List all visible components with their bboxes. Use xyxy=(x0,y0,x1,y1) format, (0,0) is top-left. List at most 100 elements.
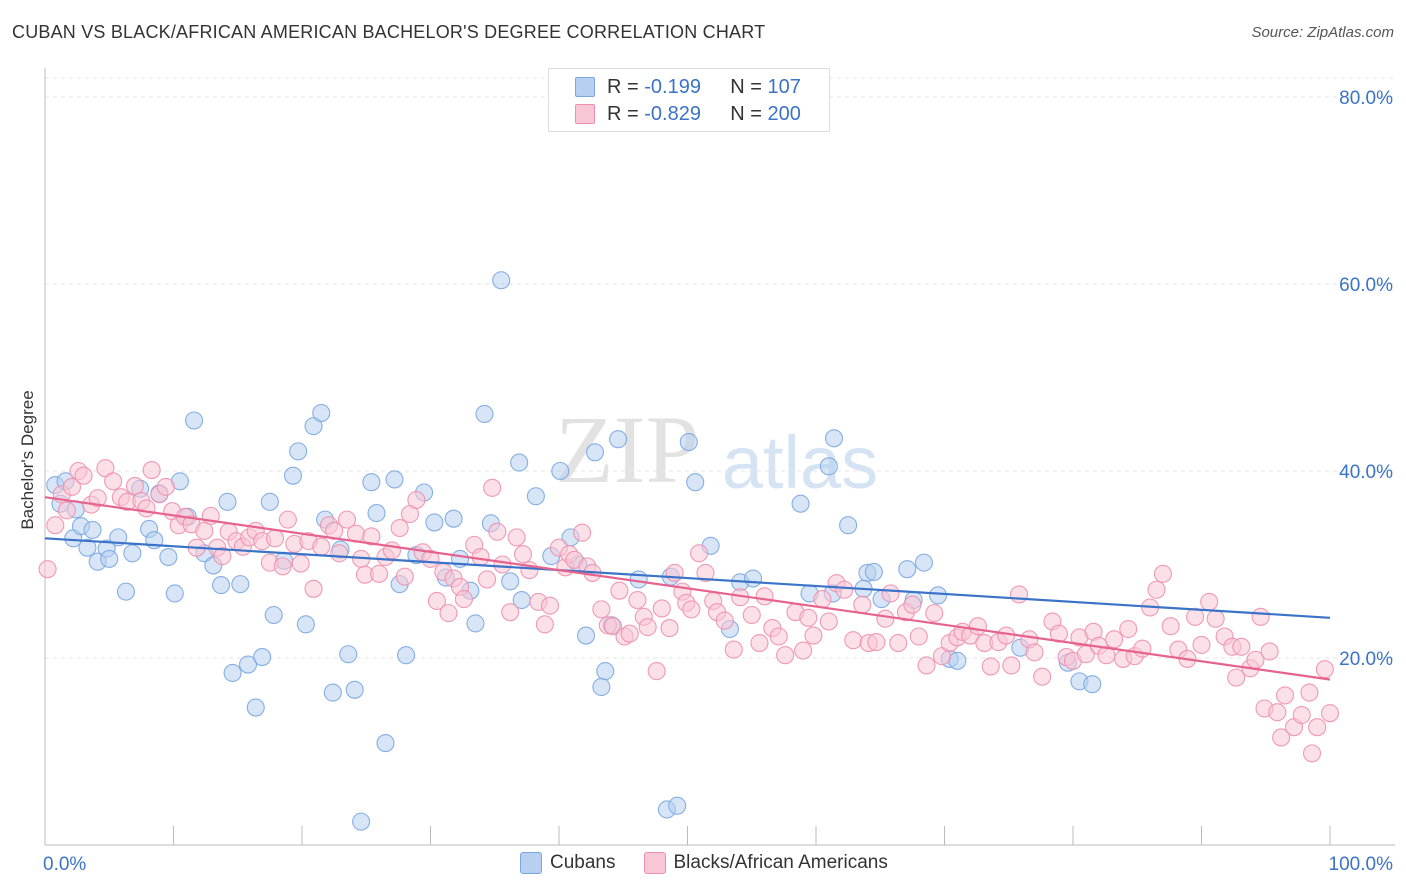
cubans-point xyxy=(223,663,242,683)
cubans-point xyxy=(362,473,381,492)
cubans-point xyxy=(339,645,358,664)
cubans-point xyxy=(929,586,948,605)
y-tick-label: 40.0% xyxy=(1339,462,1393,483)
blacks-point xyxy=(142,461,161,480)
cubans-point xyxy=(596,662,615,681)
blacks-point xyxy=(1300,683,1319,702)
blacks-point xyxy=(968,617,987,636)
blacks-point xyxy=(195,521,214,540)
legend-r-value: -0.829 xyxy=(644,102,701,125)
cubans-point xyxy=(159,547,178,567)
cubans-point xyxy=(585,443,605,462)
cubans-point xyxy=(526,487,545,506)
cubans-point xyxy=(492,271,511,290)
blacks-point xyxy=(1002,656,1021,675)
blacks-point xyxy=(819,612,838,631)
cubans-point xyxy=(609,430,628,449)
legend-row-cubans: R = -0.199 N = 107 xyxy=(575,75,801,99)
cubans-point xyxy=(78,538,97,557)
blacks-point xyxy=(137,499,156,518)
axes xyxy=(44,68,1395,846)
blacks-point xyxy=(1200,592,1219,611)
blacks-point xyxy=(696,563,715,582)
cubans-point xyxy=(123,544,142,563)
blacks-point xyxy=(1227,668,1246,687)
blacks-point xyxy=(454,590,473,609)
cubans-point xyxy=(116,582,136,601)
stats-legend: R = -0.199 N = 107 R = -0.829 N = 200 xyxy=(548,68,830,132)
blacks-point xyxy=(925,604,944,623)
cubans-point xyxy=(238,655,258,674)
cubans-point xyxy=(425,513,444,532)
blacks-point xyxy=(997,626,1016,645)
blacks-point xyxy=(690,544,709,563)
blacks-point xyxy=(493,555,512,574)
blacks-point xyxy=(835,580,854,599)
cubans-point xyxy=(743,569,763,588)
blacks-point xyxy=(1009,585,1029,604)
blacks-point xyxy=(125,476,144,496)
blacks-point xyxy=(57,501,76,520)
blacks-point xyxy=(1025,643,1044,662)
blacks-point xyxy=(62,477,82,496)
trend-lines xyxy=(44,496,1331,681)
cubans-point xyxy=(376,734,395,753)
blacks-point xyxy=(104,472,123,491)
x-tick-label-min: 0.0% xyxy=(43,854,86,875)
blacks-point xyxy=(1119,619,1138,639)
cubans-point xyxy=(551,461,570,481)
blacks-point xyxy=(535,615,554,634)
blacks-point xyxy=(407,490,426,510)
series-legend: Cubans Blacks/African Americans xyxy=(520,852,916,874)
cubans-point xyxy=(345,680,364,699)
cubans-point xyxy=(397,646,416,665)
blacks-point xyxy=(156,477,175,496)
blacks-point xyxy=(889,633,908,653)
blacks-point xyxy=(903,595,922,614)
blacks-point xyxy=(750,633,769,653)
blacks-point xyxy=(769,627,788,646)
blacks-point xyxy=(291,554,310,573)
cubans-point xyxy=(260,492,279,511)
legend-r-label: R = xyxy=(607,102,645,125)
blacks-point xyxy=(682,600,701,619)
blacks-point xyxy=(88,489,107,508)
blacks-point xyxy=(370,564,389,583)
blacks-point xyxy=(312,537,331,556)
cubans-point xyxy=(839,516,858,535)
blacks-point xyxy=(1206,609,1225,628)
data-points xyxy=(38,271,1340,831)
cubans-point xyxy=(218,492,237,511)
blacks-point xyxy=(325,521,344,540)
blacks-point xyxy=(917,656,936,675)
blacks-point xyxy=(477,570,497,589)
blacks-point xyxy=(278,510,297,529)
source-label: Source: ZipAtlas.com xyxy=(1251,24,1394,41)
blacks-point xyxy=(439,604,458,623)
cubans-point xyxy=(253,648,272,667)
cubans-point xyxy=(679,432,698,452)
blacks-point xyxy=(1292,705,1311,725)
blacks-point xyxy=(471,547,490,567)
blacks-point xyxy=(638,618,657,637)
blacks-point xyxy=(813,590,832,609)
series-swatch-cubans xyxy=(520,852,542,874)
x-tick-label-max: 100.0% xyxy=(1329,854,1394,875)
cubans-point xyxy=(824,429,844,448)
blacks-point xyxy=(330,544,349,563)
cubans-point xyxy=(864,562,883,582)
blacks-point xyxy=(804,626,823,645)
blacks-point xyxy=(337,510,357,529)
legend-n-label: N = xyxy=(730,75,768,98)
blacks-point xyxy=(715,611,734,630)
blacks-point xyxy=(620,624,639,643)
legend-swatch-blacks xyxy=(575,104,595,124)
blacks-point xyxy=(273,557,292,576)
watermark-zip: ZIP xyxy=(555,396,699,503)
cubans-point xyxy=(264,605,283,625)
cubans-point xyxy=(211,576,231,595)
blacks-point xyxy=(742,605,761,625)
legend-r-value: -0.199 xyxy=(644,75,701,98)
grid-lines xyxy=(45,77,1395,659)
cubans-point xyxy=(367,504,386,523)
